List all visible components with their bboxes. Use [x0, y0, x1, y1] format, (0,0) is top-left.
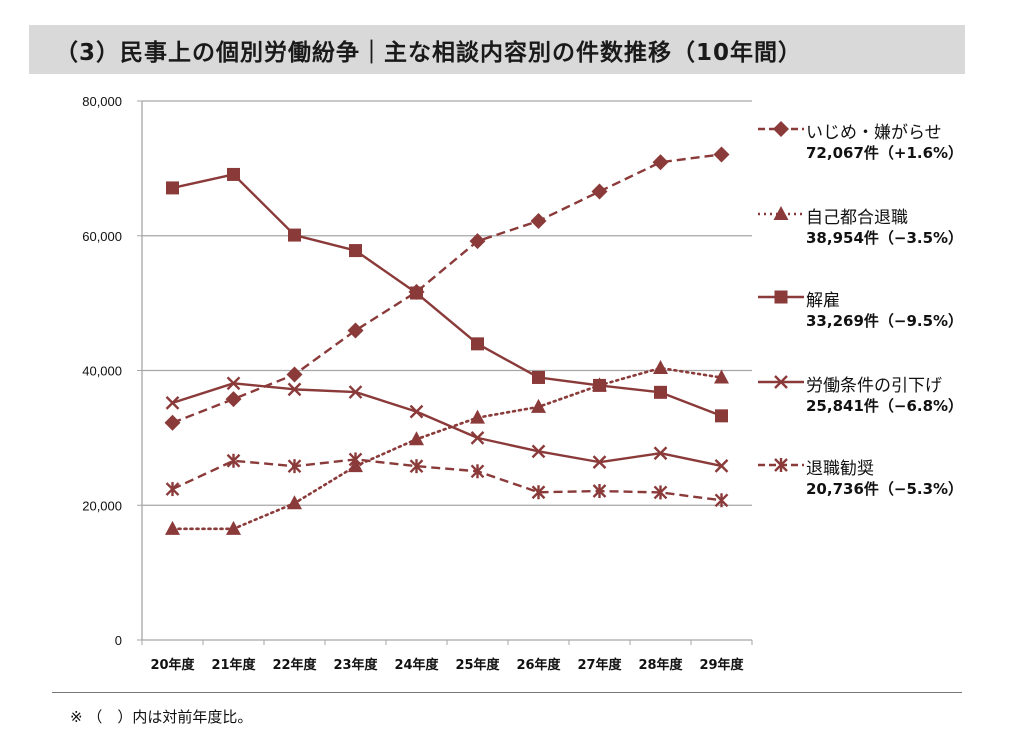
- legend-item-rodo-joken: 労働条件の引下げ 25,841件（−6.8%）: [758, 371, 1018, 421]
- footer-divider: [52, 692, 962, 693]
- legend-label: 自己都合退職: [806, 208, 908, 228]
- diamond-dashed-swatch-icon: [758, 121, 804, 137]
- x-tick-label: 26年度: [516, 657, 561, 673]
- legend-item-taishoku-kansho: 退職勧奨 20,736件（−5.3%）: [758, 454, 1018, 504]
- series-2: [166, 167, 728, 423]
- y-tick-label: 60,000: [82, 229, 122, 244]
- legend-label: 退職勧奨: [806, 459, 874, 479]
- y-tick-label: 20,000: [82, 498, 122, 513]
- x-solid-swatch-icon: [758, 375, 804, 389]
- x-tick-label: 24年度: [394, 657, 439, 673]
- legend-item-ijime: いじめ・嫌がらせ 72,067件（+1.6%）: [758, 118, 1018, 168]
- legend-value: 38,954件（−3.5%）: [806, 229, 964, 247]
- x-tick-label: 22年度: [272, 657, 317, 673]
- asterisk-dashed-swatch-icon: [758, 458, 804, 472]
- line-chart: 0 20,000 40,000 60,000 80,000 20年度 21年度 22年度 23年…: [82, 94, 753, 673]
- series-1: [165, 360, 729, 535]
- legend-value: 72,067件（+1.6%）: [806, 144, 964, 162]
- legend-value: 33,269件（−9.5%）: [806, 312, 964, 330]
- y-tick-label: 0: [115, 633, 122, 648]
- legend-label: 労働条件の引下げ: [806, 376, 942, 396]
- x-tick-label: 20年度: [150, 657, 195, 673]
- x-tick-label: 23年度: [333, 657, 378, 673]
- series-4: [165, 452, 729, 508]
- x-tick-label: 27年度: [577, 657, 622, 673]
- title-bar: （3）民事上の個別労働紛争｜主な相談内容別の件数推移（10年間）: [29, 25, 965, 74]
- series-3: [165, 376, 729, 473]
- legend-label: 解雇: [806, 291, 840, 311]
- square-solid-swatch-icon: [758, 290, 804, 304]
- legend-value: 25,841件（−6.8%）: [806, 397, 964, 415]
- x-tick-label: 29年度: [699, 657, 744, 673]
- x-tick-label: 28年度: [638, 657, 683, 673]
- triangle-dotted-swatch-icon: [758, 206, 804, 220]
- legend-label: いじめ・嫌がらせ: [806, 123, 942, 143]
- footnote: ※ （ ）内は対前年度比。: [70, 708, 253, 726]
- y-tick-label: 80,000: [82, 94, 122, 109]
- x-tick-label: 25年度: [455, 657, 500, 673]
- legend-item-jiko-tsugo: 自己都合退職 38,954件（−3.5%）: [758, 203, 1018, 253]
- y-tick-label: 40,000: [82, 364, 122, 379]
- x-tick-label: 21年度: [211, 657, 256, 673]
- legend-item-kaiko: 解雇 33,269件（−9.5%）: [758, 286, 1018, 336]
- legend-value: 20,736件（−5.3%）: [806, 480, 964, 498]
- page-title: （3）民事上の個別労働紛争｜主な相談内容別の件数推移（10年間）: [55, 39, 803, 66]
